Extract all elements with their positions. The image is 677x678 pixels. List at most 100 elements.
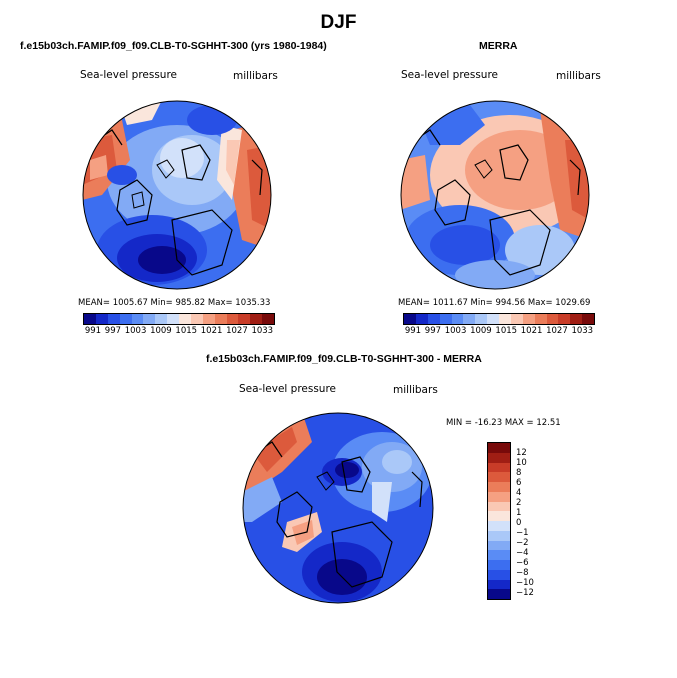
colorbar-swatch — [488, 569, 510, 580]
colorbar-tick-label: 12 — [516, 448, 527, 458]
colorbar-tick-label: 991 — [404, 326, 422, 336]
colorbar-tick-label: −2 — [516, 538, 529, 548]
left-variable-label: Sea-level pressure — [80, 69, 178, 81]
colorbar-swatch — [488, 540, 510, 551]
colorbar-tick-label: 6 — [516, 478, 522, 488]
colorbar-swatch — [488, 530, 510, 541]
right-colorbar-ticks: 991 997 1003 1009 1015 1021 1027 1033 — [403, 326, 595, 336]
colorbar-swatch — [570, 314, 583, 324]
colorbar-swatch — [558, 314, 571, 324]
colorbar-swatch — [534, 314, 547, 324]
colorbar-tick-label: −8 — [516, 568, 529, 578]
colorbar-swatch — [488, 443, 510, 453]
colorbar-swatch — [488, 589, 510, 599]
right-variable-label: Sea-level pressure — [401, 69, 499, 81]
difference-colorbar — [487, 442, 511, 600]
colorbar-tick-label: 1003 — [444, 326, 467, 336]
colorbar-swatch — [463, 314, 476, 324]
colorbar-swatch — [488, 579, 510, 590]
colorbar-swatch — [488, 491, 510, 502]
colorbar-tick-label: 1009 — [470, 326, 492, 336]
colorbar-swatch — [250, 314, 263, 324]
colorbar-swatch — [488, 462, 510, 473]
colorbar-swatch — [167, 314, 179, 324]
colorbar-swatch — [427, 314, 440, 324]
colorbar-swatch — [582, 314, 594, 324]
colorbar-swatch — [84, 314, 96, 324]
figure-title: DJF — [320, 12, 357, 33]
colorbar-swatch — [522, 314, 535, 324]
colorbar-tick-label: 1 — [516, 508, 522, 518]
colorbar-tick-label: 1003 — [124, 326, 147, 336]
colorbar-tick-label: 1015 — [495, 326, 518, 336]
colorbar-tick-label: 0 — [516, 518, 522, 528]
right-units-label: millibars — [556, 70, 601, 82]
colorbar-swatch — [226, 314, 239, 324]
colorbar-tick-label: 1021 — [520, 326, 543, 336]
left-panel-subtitle: f.e15b03ch.FAMIP.f09_f09.CLB-T0-SGHHT-30… — [20, 40, 327, 52]
colorbar-tick-label: 1027 — [546, 326, 568, 336]
colorbar-tick-label: 10 — [516, 458, 527, 468]
colorbar-swatch — [439, 314, 452, 324]
colorbar-swatch — [214, 314, 227, 324]
colorbar-tick-label: 991 — [84, 326, 102, 336]
left-colorbar — [83, 313, 275, 325]
colorbar-swatch — [131, 314, 144, 324]
colorbar-swatch — [119, 314, 132, 324]
colorbar-swatch — [488, 521, 510, 531]
colorbar-swatch — [488, 511, 510, 521]
colorbar-tick-label: −6 — [516, 558, 529, 568]
left-stats: MEAN= 1005.67 Min= 985.82 Max= 1035.33 — [78, 298, 271, 308]
colorbar-tick-label: 1015 — [175, 326, 198, 336]
bottom-variable-label: Sea-level pressure — [239, 383, 337, 395]
difference-colorbar-ticks: 12 10 8 6 4 2 1 0 −1 −2 −4 −6 −8 −10 −12 — [516, 448, 534, 598]
colorbar-tick-label: −4 — [516, 548, 529, 558]
colorbar-swatch — [404, 314, 416, 324]
right-panel-subtitle: MERRA — [479, 40, 518, 52]
colorbar-swatch — [488, 560, 510, 570]
colorbar-tick-label: 1009 — [150, 326, 172, 336]
colorbar-swatch — [488, 472, 510, 482]
colorbar-tick-label: −10 — [516, 578, 534, 588]
colorbar-swatch — [475, 314, 488, 324]
colorbar-swatch — [487, 314, 499, 324]
colorbar-swatch — [190, 314, 203, 324]
colorbar-swatch — [415, 314, 428, 324]
colorbar-tick-label: 4 — [516, 488, 522, 498]
colorbar-swatch — [262, 314, 274, 324]
colorbar-swatch — [488, 452, 510, 463]
colorbar-tick-label: 1027 — [226, 326, 248, 336]
colorbar-swatch — [143, 314, 156, 324]
left-colorbar-ticks: 991 997 1003 1009 1015 1021 1027 1033 — [83, 326, 275, 336]
right-colorbar — [403, 313, 595, 325]
left-units-label: millibars — [233, 70, 278, 82]
colorbar-tick-label: 1033 — [571, 326, 594, 336]
bottom-stats: MIN = -16.23 MAX = 12.51 — [446, 418, 561, 428]
colorbar-tick-label: 2 — [516, 498, 522, 508]
right-polar-map — [400, 100, 590, 290]
bottom-panel-subtitle: f.e15b03ch.FAMIP.f09_f09.CLB-T0-SGHHT-30… — [206, 353, 482, 365]
colorbar-tick-label: −1 — [516, 528, 529, 538]
left-polar-map — [82, 100, 272, 290]
difference-polar-map — [242, 412, 434, 604]
right-stats: MEAN= 1011.67 Min= 994.56 Max= 1029.69 — [398, 298, 591, 308]
colorbar-swatch — [510, 314, 523, 324]
colorbar-swatch — [155, 314, 168, 324]
colorbar-swatch — [202, 314, 215, 324]
colorbar-swatch — [546, 314, 559, 324]
colorbar-swatch — [499, 314, 511, 324]
colorbar-swatch — [488, 550, 510, 560]
colorbar-tick-label: −12 — [516, 588, 534, 598]
colorbar-swatch — [238, 314, 251, 324]
colorbar-tick-label: 997 — [424, 326, 442, 336]
colorbar-tick-label: 8 — [516, 468, 522, 478]
colorbar-swatch — [488, 501, 510, 512]
colorbar-swatch — [451, 314, 464, 324]
colorbar-swatch — [95, 314, 108, 324]
colorbar-tick-label: 1033 — [251, 326, 274, 336]
colorbar-swatch — [107, 314, 120, 324]
colorbar-swatch — [179, 314, 191, 324]
colorbar-swatch — [488, 482, 510, 492]
colorbar-tick-label: 1021 — [200, 326, 223, 336]
bottom-units-label: millibars — [393, 384, 438, 396]
